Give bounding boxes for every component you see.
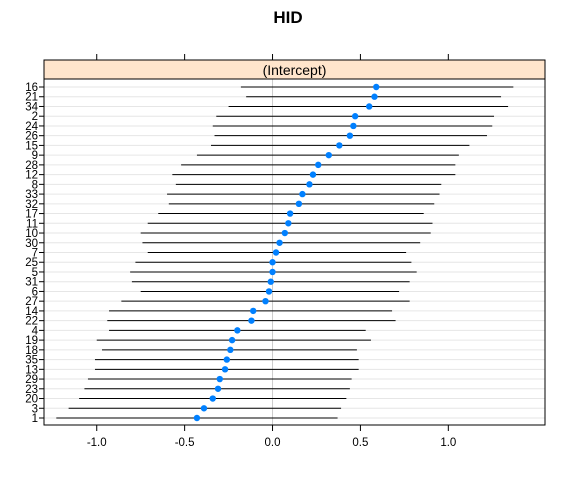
- category-label: 35: [25, 355, 38, 367]
- estimate-point: [281, 229, 289, 237]
- estimate-point: [276, 239, 283, 246]
- category-label: 7: [32, 248, 38, 260]
- category-label: 16: [25, 82, 38, 94]
- estimate-point: [285, 220, 292, 227]
- estimate-point: [299, 190, 306, 198]
- category-label: 26: [25, 131, 38, 143]
- category-label: 1: [32, 413, 38, 425]
- estimate-point: [265, 288, 273, 295]
- estimate-point: [228, 336, 236, 344]
- category-label: 23: [25, 384, 38, 396]
- x-tick-label: 0.5: [352, 437, 368, 449]
- category-label: 14: [25, 306, 38, 318]
- category-label: 17: [25, 209, 38, 221]
- estimate-point: [325, 151, 332, 159]
- x-tick-label: 0.0: [265, 437, 281, 449]
- category-label: 24: [25, 121, 38, 133]
- estimate-point: [295, 200, 303, 208]
- estimate-point: [269, 268, 276, 276]
- estimate-point: [267, 278, 274, 285]
- category-label: 4: [32, 325, 39, 337]
- category-label: 3: [32, 403, 38, 415]
- estimate-point: [223, 356, 231, 363]
- category-label: 9: [32, 150, 38, 162]
- estimate-point: [214, 385, 222, 392]
- estimate-point: [193, 414, 201, 422]
- estimate-point: [309, 171, 317, 178]
- category-label: 15: [25, 140, 38, 152]
- estimate-point: [272, 249, 280, 256]
- estimate-point: [200, 405, 208, 412]
- y-axis-ticks: [39, 86, 44, 419]
- category-label: 2: [32, 111, 38, 123]
- estimate-point: [249, 307, 257, 315]
- category-label: 21: [25, 92, 38, 104]
- estimate-point: [234, 327, 241, 334]
- category-label: 22: [25, 316, 38, 328]
- category-label: 6: [32, 286, 38, 298]
- x-axis-labels: -1.0 -0.5 0.0 0.5 1.0: [87, 437, 456, 449]
- estimate-point: [209, 395, 216, 402]
- x-tick-label: 1.0: [440, 437, 456, 449]
- category-label: 19: [25, 335, 38, 347]
- category-label: 8: [32, 179, 38, 191]
- estimate-point: [306, 181, 313, 188]
- estimate-point: [351, 113, 359, 120]
- estimate-point: [227, 346, 234, 354]
- estimate-point: [269, 259, 276, 266]
- category-label: 20: [25, 394, 38, 406]
- estimate-point: [371, 93, 378, 100]
- estimate-point: [373, 83, 380, 91]
- category-label: 25: [25, 257, 38, 269]
- estimate-point: [216, 375, 223, 383]
- estimate-point: [350, 122, 357, 130]
- estimate-points: [193, 83, 380, 422]
- category-label: 31: [25, 277, 38, 289]
- category-label: 5: [32, 267, 38, 279]
- category-label: 32: [25, 199, 38, 211]
- category-label: 11: [26, 218, 38, 230]
- x-tick-label: -0.5: [175, 437, 195, 449]
- estimate-point: [262, 297, 269, 305]
- category-label: 29: [25, 374, 38, 386]
- category-label: 33: [25, 189, 38, 201]
- estimate-point: [286, 210, 294, 217]
- chart-title: HID: [273, 8, 302, 27]
- x-tick-label: -1.0: [87, 437, 107, 449]
- category-label: 12: [25, 170, 38, 182]
- estimate-point: [346, 132, 354, 139]
- estimate-point: [221, 366, 229, 373]
- category-label: 18: [25, 345, 38, 357]
- category-label: 34: [25, 101, 38, 113]
- estimate-point: [248, 317, 255, 324]
- estimate-point: [366, 103, 373, 110]
- category-label: 27: [25, 296, 38, 308]
- category-label: 10: [25, 228, 38, 240]
- y-axis-labels: 1320232913351819422142763152573010111732…: [25, 82, 38, 425]
- category-label: 30: [25, 238, 38, 250]
- category-label: 13: [25, 364, 38, 376]
- estimate-point: [315, 161, 322, 169]
- bottom-axis-ticks: [96, 425, 449, 431]
- top-axis-ticks: [96, 54, 449, 60]
- category-label: 28: [25, 160, 38, 172]
- strip-label: (Intercept): [263, 62, 327, 78]
- estimate-point: [336, 142, 343, 149]
